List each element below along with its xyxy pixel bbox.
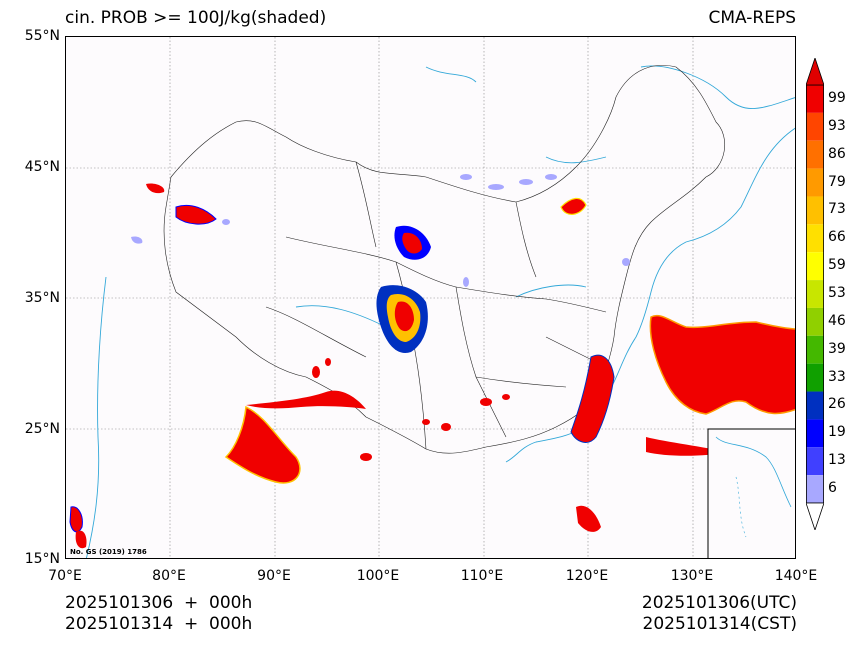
lon-label-80: 80°E	[152, 568, 186, 584]
colorbar-under-arrow	[806, 502, 824, 530]
colorbar-segment	[806, 307, 824, 336]
init-cst: 2025101314 + 000h	[65, 614, 253, 634]
colorbar-label: 26	[828, 396, 846, 413]
model-name: CMA-REPS	[708, 8, 796, 28]
map-review-number: No. GS (2019) 1786	[70, 548, 147, 556]
colorbar-segment	[806, 112, 824, 141]
coastline	[86, 65, 795, 558]
lon-label-110: 110°E	[460, 568, 504, 584]
colorbar-segment	[806, 335, 824, 364]
colorbar-segment	[806, 224, 824, 253]
map-panel: No. GS (2019) 1786	[65, 36, 796, 559]
probability-shading	[69, 174, 795, 549]
colorbar-segment	[806, 419, 824, 448]
valid-cst: 2025101314(CST)	[642, 614, 797, 634]
colorbar-segment	[806, 140, 824, 169]
lon-label-140: 140°E	[774, 568, 818, 584]
colorbar-label: 79	[828, 173, 846, 190]
colorbar-segment	[806, 196, 824, 225]
init-time-block: 2025101306 + 000h 2025101314 + 000h	[65, 593, 252, 635]
map-canvas	[66, 37, 795, 558]
colorbar-segment	[806, 363, 824, 392]
lat-label-55: 55°N	[24, 28, 60, 44]
init-utc: 2025101306 + 000h	[65, 593, 253, 613]
colorbar-label: 66	[828, 229, 846, 246]
lon-label-120: 120°E	[565, 568, 609, 584]
lat-label-45: 45°N	[24, 159, 60, 175]
colorbar-label: 73	[828, 201, 846, 218]
colorbar-label: 33	[828, 368, 846, 385]
colorbar	[806, 58, 824, 530]
south-china-sea-inset	[707, 428, 795, 558]
political-borders	[163, 65, 725, 454]
colorbar-segment	[806, 447, 824, 476]
colorbar-label: 19	[828, 424, 846, 441]
colorbar-segment	[806, 475, 824, 503]
colorbar-label: 46	[828, 312, 846, 329]
lon-label-90: 90°E	[257, 568, 291, 584]
lon-label-70: 70°E	[48, 568, 82, 584]
graticule	[66, 37, 795, 558]
lon-label-100: 100°E	[356, 568, 400, 584]
colorbar-label: 59	[828, 257, 846, 274]
colorbar-label: 39	[828, 340, 846, 357]
lat-label-25: 25°N	[24, 421, 60, 437]
colorbar-label: 13	[828, 452, 846, 469]
colorbar-segment	[806, 85, 824, 113]
lat-label-35: 35°N	[24, 290, 60, 306]
valid-time-block: 2025101306(UTC) 2025101314(CST)	[642, 593, 797, 635]
lon-label-130: 130°E	[670, 568, 714, 584]
colorbar-segment	[806, 252, 824, 281]
colorbar-segment	[806, 391, 824, 420]
colorbar-over-arrow	[806, 58, 824, 86]
chart-title: cin. PROB >= 100J/kg(shaded)	[65, 8, 327, 28]
valid-utc: 2025101306(UTC)	[641, 593, 797, 613]
lat-label-15: 15°N	[24, 551, 60, 567]
colorbar-label: 99	[828, 89, 846, 106]
colorbar-segment	[806, 168, 824, 197]
colorbar-segment	[806, 280, 824, 308]
colorbar-label: 86	[828, 145, 846, 162]
colorbar-label: 93	[828, 117, 846, 134]
colorbar-label: 6	[828, 480, 837, 497]
colorbar-label: 53	[828, 285, 846, 301]
